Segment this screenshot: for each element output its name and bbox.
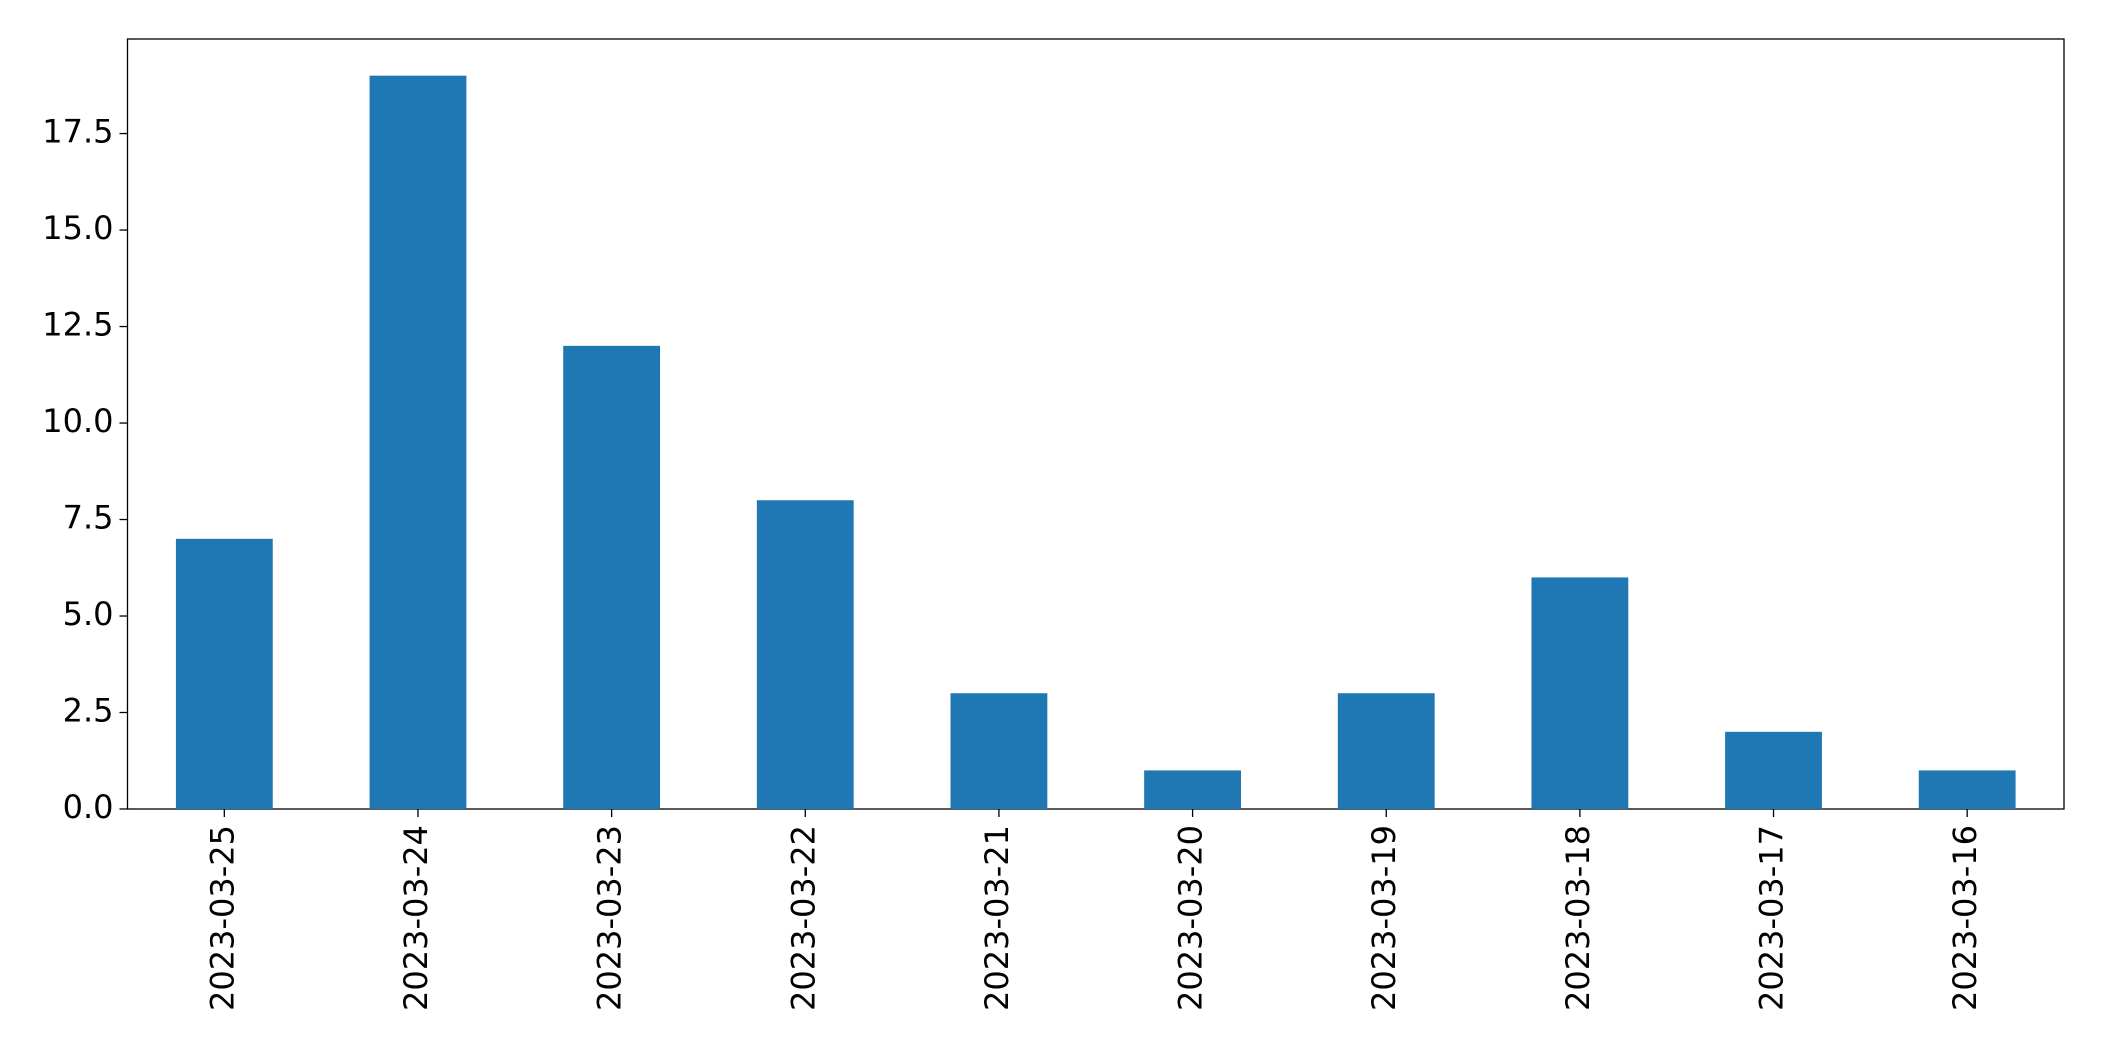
bar: [1725, 731, 1822, 809]
x-tick-label: 2023-03-24: [397, 825, 435, 1011]
bar: [950, 693, 1048, 809]
x-tick-label: 2023-03-23: [591, 825, 629, 1011]
x-tick-label: 2023-03-21: [978, 825, 1016, 1011]
y-tick-label: 5.0: [63, 595, 114, 633]
x-tick-label: 2023-03-17: [1753, 825, 1791, 1011]
bar: [1918, 770, 2016, 809]
x-tick-label: 2023-03-20: [1172, 825, 1210, 1011]
bar: [1337, 693, 1435, 809]
bar: [175, 538, 273, 809]
plot-frame: [126, 38, 2065, 810]
y-tick-label: 10.0: [42, 402, 113, 440]
bar: [369, 75, 467, 809]
y-tick-label: 7.5: [63, 499, 114, 537]
x-tick-label: 2023-03-25: [203, 825, 241, 1011]
y-tick-label: 2.5: [63, 692, 114, 730]
y-tick-label: 12.5: [42, 306, 113, 344]
bar: [1531, 577, 1629, 809]
y-tick-label: 15.0: [42, 209, 113, 247]
bar: [1144, 770, 1241, 809]
x-tick-label: 2023-03-22: [784, 825, 822, 1011]
y-tick-label: 17.5: [42, 113, 113, 151]
x-tick-label: 2023-03-18: [1559, 825, 1597, 1011]
bar: [756, 500, 854, 809]
x-tick-label: 2023-03-19: [1365, 825, 1403, 1011]
bar: [563, 345, 661, 809]
y-tick-label: 0.0: [63, 788, 114, 826]
x-tick-label: 2023-03-16: [1946, 825, 1984, 1011]
